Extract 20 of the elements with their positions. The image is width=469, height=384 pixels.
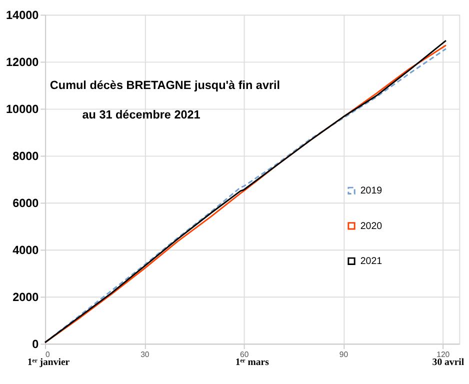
y-tick-label: 12000 xyxy=(6,56,40,70)
y-tick-label: 10000 xyxy=(6,103,40,116)
x-tick-label: 120 xyxy=(436,350,450,359)
y-tick-label: 4000 xyxy=(12,244,40,258)
text: Cumul décès BRETAGNE jusqu'à fin avril xyxy=(50,79,280,92)
legend-label: 2020 xyxy=(360,220,383,232)
x-tick-label: 60 xyxy=(240,350,250,359)
y-tick-label: 6000 xyxy=(12,197,40,210)
legend-label: 2021 xyxy=(360,256,382,268)
text: 1ᵉʳ janvier xyxy=(27,357,70,368)
y-tick-label: 2000 xyxy=(12,291,40,304)
y-tick-label: 14000 xyxy=(6,9,40,22)
text: au 31 décembre 2021 xyxy=(82,108,201,122)
text: 1ᵉʳ mars xyxy=(235,357,270,368)
y-tick-label: 8000 xyxy=(12,150,40,164)
x-tick-label: 0 xyxy=(46,350,51,359)
text: 30 avril xyxy=(432,357,464,368)
legend-label: 2019 xyxy=(360,186,382,197)
x-tick-label: 30 xyxy=(140,350,150,359)
x-tick-label: 90 xyxy=(339,350,349,359)
